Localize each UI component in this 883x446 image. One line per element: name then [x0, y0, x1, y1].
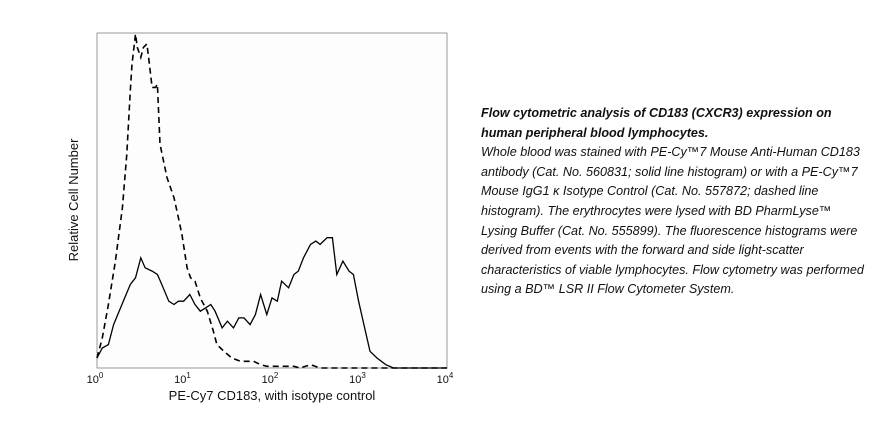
- x-tick-label: 100: [87, 371, 104, 386]
- x-tick-label: 101: [174, 371, 191, 386]
- plot-frame: [96, 32, 448, 369]
- x-tick-labels: 100 101 102 103 104: [87, 371, 454, 386]
- x-tick-label: 102: [262, 371, 279, 386]
- series-group: [96, 33, 447, 369]
- histogram-chart: 100 101 102 103 104 PE-Cy7 CD183, with isoty…: [66, 32, 454, 403]
- x-axis-label: PE-Cy7 CD183, with isotype control: [169, 388, 376, 403]
- caption-title: Flow cytometric analysis of CD183 (CXCR3…: [481, 106, 832, 140]
- figure-caption: Flow cytometric analysis of CD183 (CXCR3…: [481, 104, 871, 300]
- x-tick-label: 103: [349, 371, 366, 386]
- caption-body: Whole blood was stained with PE-Cy™7 Mou…: [481, 145, 864, 297]
- cd183-solid-line: [96, 237, 447, 369]
- x-tick-label: 104: [437, 371, 454, 386]
- y-axis-label: Relative Cell Number: [66, 138, 81, 261]
- isotype-dashed-line: [96, 33, 447, 369]
